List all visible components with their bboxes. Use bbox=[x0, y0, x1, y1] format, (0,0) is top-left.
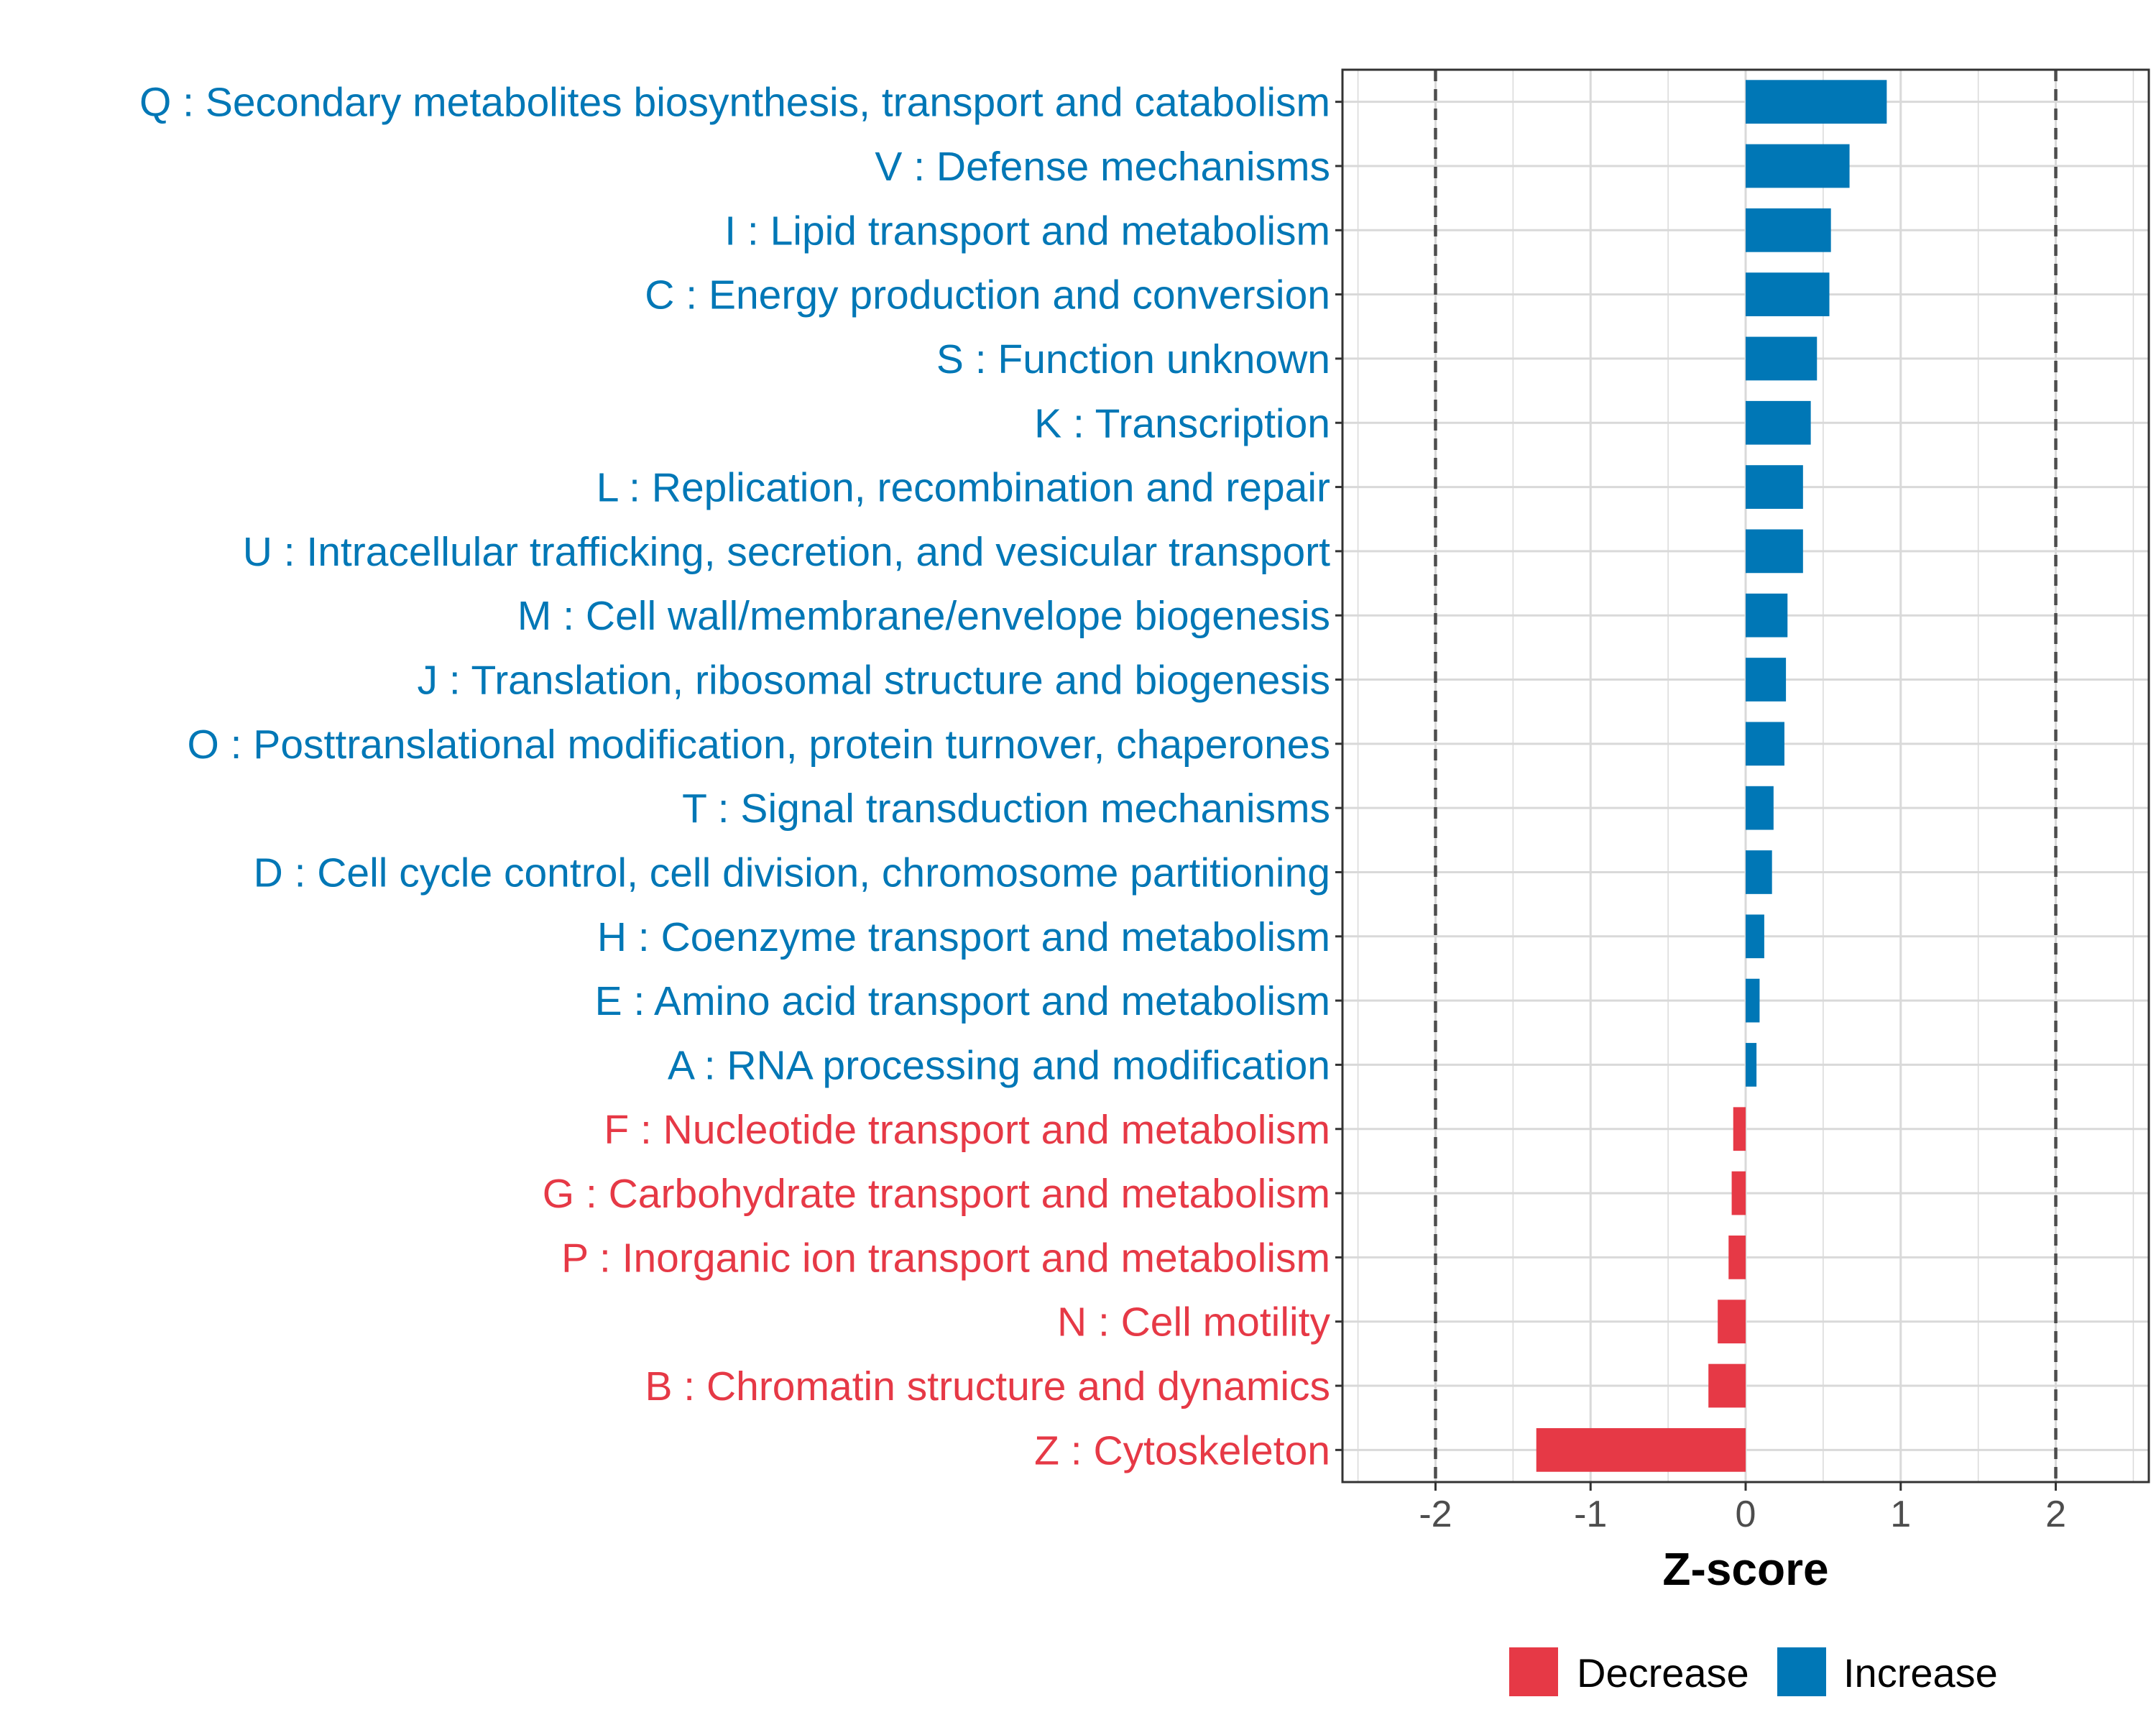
bar bbox=[1746, 208, 1831, 252]
category-label: E : Amino acid transport and metabolism bbox=[595, 978, 1330, 1024]
x-tick-label: -1 bbox=[1574, 1494, 1607, 1535]
category-label: M : Cell wall/membrane/envelope biogenes… bbox=[517, 593, 1330, 639]
category-label: H : Coenzyme transport and metabolism bbox=[597, 914, 1330, 960]
bar bbox=[1746, 850, 1772, 894]
bar bbox=[1746, 80, 1887, 124]
category-label: I : Lipid transport and metabolism bbox=[724, 208, 1330, 254]
bar bbox=[1746, 593, 1788, 638]
legend-swatch-decrease bbox=[1509, 1647, 1558, 1696]
bar bbox=[1746, 658, 1787, 702]
bar bbox=[1746, 722, 1784, 766]
bar bbox=[1746, 1043, 1757, 1087]
bar bbox=[1718, 1300, 1746, 1344]
legend-label-decrease: Decrease bbox=[1577, 1650, 1749, 1696]
bar bbox=[1746, 400, 1811, 445]
legend: Decrease Increase bbox=[1509, 1647, 1998, 1696]
bar bbox=[1746, 272, 1830, 316]
category-label: O : Posttranslational modification, prot… bbox=[187, 722, 1330, 768]
category-label: K : Transcription bbox=[1034, 400, 1330, 446]
reference-lines bbox=[1434, 70, 2058, 1482]
category-labels: Q : Secondary metabolites biosynthesis, … bbox=[139, 80, 1342, 1473]
category-label: D : Cell cycle control, cell division, c… bbox=[254, 850, 1330, 896]
category-label: Q : Secondary metabolites biosynthesis, … bbox=[139, 80, 1330, 126]
x-tick-label: -2 bbox=[1419, 1494, 1452, 1535]
legend-label-increase: Increase bbox=[1843, 1650, 1998, 1696]
bar bbox=[1728, 1236, 1746, 1279]
x-axis-ticks: -2 -1 0 1 2 bbox=[1419, 1482, 2066, 1535]
category-label: S : Function unknown bbox=[936, 336, 1330, 382]
bar bbox=[1708, 1363, 1746, 1408]
bar bbox=[1536, 1427, 1746, 1472]
category-label: N : Cell motility bbox=[1057, 1300, 1331, 1346]
bar bbox=[1746, 144, 1850, 188]
bars bbox=[1536, 80, 1887, 1472]
x-tick-label: 2 bbox=[2045, 1494, 2066, 1535]
legend-swatch-increase bbox=[1777, 1647, 1826, 1696]
bar bbox=[1746, 914, 1764, 959]
category-label: V : Defense mechanisms bbox=[875, 144, 1330, 190]
category-label: T : Signal transduction mechanisms bbox=[682, 786, 1330, 832]
category-label: F : Nucleotide transport and metabolism bbox=[604, 1107, 1330, 1153]
bar bbox=[1733, 1107, 1746, 1151]
x-tick-label: 1 bbox=[1890, 1494, 1911, 1535]
bar bbox=[1731, 1171, 1746, 1215]
x-axis-title: Z-score bbox=[1662, 1543, 1828, 1595]
category-label: L : Replication, recombination and repai… bbox=[596, 465, 1330, 511]
category-label: P : Inorganic ion transport and metaboli… bbox=[561, 1235, 1330, 1281]
bar bbox=[1746, 465, 1803, 509]
category-label: A : RNA processing and modification bbox=[668, 1042, 1330, 1088]
category-label: B : Chromatin structure and dynamics bbox=[645, 1363, 1330, 1409]
category-label: Z : Cytoskeleton bbox=[1034, 1427, 1330, 1473]
bar bbox=[1746, 336, 1818, 381]
bar bbox=[1746, 786, 1774, 830]
category-label: U : Intracellular trafficking, secretion… bbox=[243, 529, 1330, 575]
category-label: C : Energy production and conversion bbox=[645, 272, 1330, 318]
bar bbox=[1746, 978, 1760, 1023]
x-tick-label: 0 bbox=[1736, 1494, 1756, 1535]
category-label: G : Carbohydrate transport and metabolis… bbox=[543, 1171, 1330, 1217]
category-label: J : Translation, ribosomal structure and… bbox=[418, 658, 1330, 704]
bar bbox=[1746, 529, 1803, 574]
